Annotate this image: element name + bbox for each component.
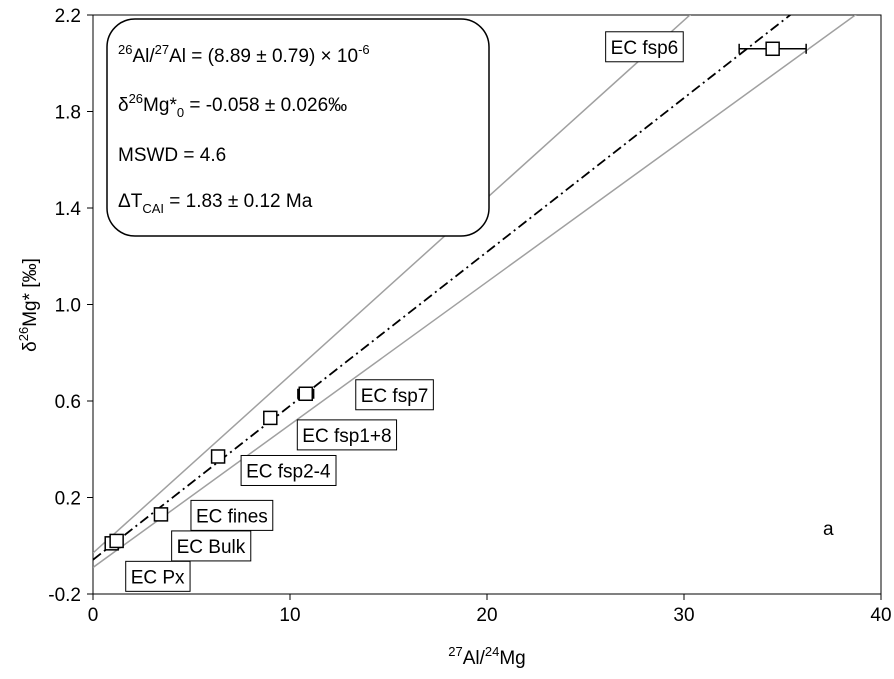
text-part: Mg* bbox=[143, 95, 177, 116]
data-point bbox=[109, 533, 124, 549]
y-tick-label: 2.2 bbox=[55, 6, 81, 27]
x-tick-label: 20 bbox=[476, 605, 497, 626]
point-label: EC Bulk bbox=[177, 537, 246, 558]
supscript: 26 bbox=[129, 91, 143, 106]
y-tick-label: 1.4 bbox=[55, 199, 82, 220]
supscript: 26 bbox=[118, 42, 132, 57]
annotation-line: δ26Mg*0 = -0.058 ± 0.026‰ bbox=[118, 91, 347, 120]
point-label-box bbox=[605, 31, 684, 63]
panel-label: a bbox=[823, 519, 834, 540]
supscript: 27 bbox=[155, 42, 169, 57]
text-part: Al/ bbox=[463, 648, 486, 669]
point-label-box bbox=[190, 499, 274, 531]
text-part: Al/ bbox=[132, 46, 155, 67]
text-part: Mg bbox=[499, 648, 525, 669]
point-label: EC Px bbox=[131, 567, 185, 588]
y-tick-label: 1.0 bbox=[55, 296, 81, 317]
supscript: 27 bbox=[448, 644, 462, 659]
point-label-box bbox=[171, 530, 252, 562]
text-part: Al = (8.89 ± 0.79) × 10 bbox=[169, 46, 358, 67]
point-label-box bbox=[240, 454, 337, 486]
point-label: EC fsp1+8 bbox=[302, 426, 391, 447]
annotation-box bbox=[106, 18, 490, 237]
error-envelope bbox=[93, 15, 857, 569]
y-tick-label: -0.2 bbox=[48, 585, 81, 606]
data-point bbox=[298, 386, 314, 402]
data-point bbox=[210, 449, 226, 464]
point-label: EC fsp2-4 bbox=[246, 461, 331, 482]
point-label: EC fsp7 bbox=[361, 386, 429, 407]
point-label-box bbox=[355, 379, 434, 411]
point-label: EC fines bbox=[196, 506, 268, 527]
annotation-line: ΔTCAI = 1.83 ± 0.12 Ma bbox=[118, 191, 313, 216]
data-point bbox=[263, 410, 278, 426]
subscript: CAI bbox=[142, 201, 164, 216]
x-tick-label: 10 bbox=[279, 605, 300, 626]
y-tick-label: 0.6 bbox=[55, 392, 81, 413]
point-label: EC fsp6 bbox=[611, 38, 679, 59]
point-label-box bbox=[296, 419, 398, 451]
annotation-line: MSWD = 4.6 bbox=[118, 145, 226, 166]
text-part: MSWD = 4.6 bbox=[118, 145, 226, 166]
point-label-box bbox=[125, 560, 191, 592]
text-part: Mg* [‰] bbox=[20, 258, 41, 327]
y-axis-label: δ26Mg* [‰] bbox=[16, 258, 41, 352]
subscript: 0 bbox=[177, 105, 184, 120]
text-part: δ bbox=[118, 95, 129, 116]
supscript: -6 bbox=[358, 42, 370, 57]
text-part: = 1.83 ± 0.12 Ma bbox=[164, 191, 313, 212]
y-tick-label: 0.2 bbox=[55, 489, 81, 510]
supscript: 26 bbox=[16, 327, 31, 341]
data-point bbox=[153, 507, 169, 522]
text-part: ΔT bbox=[118, 191, 143, 212]
supscript: 24 bbox=[485, 644, 499, 659]
y-tick-label: 1.8 bbox=[55, 103, 81, 124]
annotation-line: 26Al/27Al = (8.89 ± 0.79) × 10-6 bbox=[118, 42, 370, 67]
x-tick-label: 30 bbox=[673, 605, 694, 626]
text-part: = -0.058 ± 0.026‰ bbox=[184, 95, 347, 116]
x-tick-label: 40 bbox=[870, 605, 891, 626]
data-point bbox=[765, 41, 780, 57]
x-axis-label: 27Al/24Mg bbox=[448, 644, 526, 669]
text-part: δ bbox=[20, 341, 41, 352]
x-tick-label: 0 bbox=[88, 605, 99, 626]
